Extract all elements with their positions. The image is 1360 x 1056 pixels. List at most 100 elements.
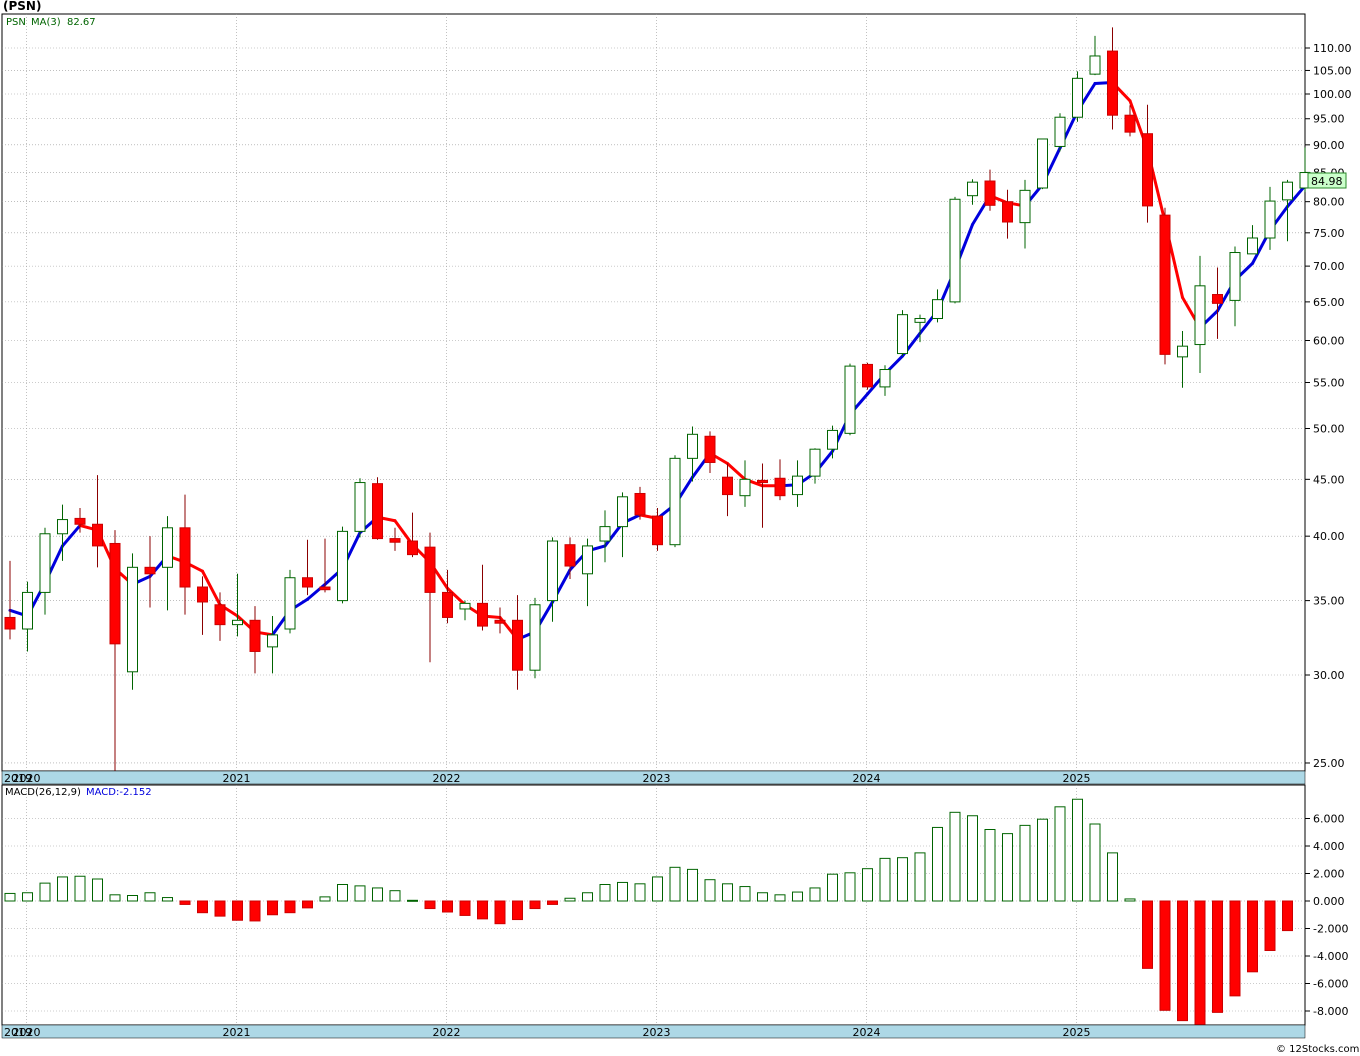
year-label: 2019 — [4, 1026, 32, 1039]
candle-body — [1229, 252, 1241, 301]
price-tick-label: 40.00 — [1313, 530, 1345, 543]
last-price-box — [1307, 172, 1347, 189]
year-label: 2023 — [643, 772, 671, 785]
macd-bar — [652, 876, 663, 902]
year-label: 2021 — [223, 772, 251, 785]
macd-bar — [1212, 900, 1223, 1013]
candle-body — [704, 435, 716, 463]
candle-body — [109, 542, 121, 645]
candle-body — [319, 586, 331, 591]
macd-legend-value: MACD:-2.152 — [86, 787, 152, 798]
candle-body — [1264, 200, 1276, 239]
candle-body — [1107, 50, 1118, 116]
candle-body — [792, 475, 803, 496]
macd-bar — [494, 900, 506, 925]
price-tick-label: 55.00 — [1313, 376, 1345, 389]
macd-tick-label: 2.000 — [1313, 868, 1345, 881]
candle-body — [512, 619, 523, 671]
macd-bar — [407, 899, 418, 902]
ma-segment — [1286, 184, 1307, 209]
macd-bar — [792, 891, 803, 902]
macd-bar — [844, 872, 856, 902]
price-tick-label: 90.00 — [1313, 139, 1345, 152]
candle-body — [4, 616, 16, 630]
year-label: 2021 — [223, 1026, 251, 1039]
candle-body — [494, 619, 506, 624]
candle-body — [634, 492, 646, 516]
candle-body — [844, 365, 856, 434]
macd-bar — [564, 897, 576, 902]
price-tick-label: 100.00 — [1313, 88, 1352, 101]
candle-body — [162, 527, 173, 568]
candle-body — [949, 198, 961, 303]
macd-bar — [284, 900, 296, 914]
macd-bar — [442, 900, 453, 913]
macd-bar — [144, 892, 156, 902]
candle-body — [1019, 189, 1031, 224]
macd-bar — [197, 900, 208, 914]
candle-body — [1072, 77, 1083, 118]
candle-body — [354, 482, 366, 532]
candle-body — [1159, 214, 1171, 355]
macd-bar — [92, 878, 103, 902]
macd-bar — [4, 892, 16, 902]
candle-body — [564, 544, 576, 567]
macd-bar — [109, 894, 121, 902]
macd-bar — [967, 815, 978, 902]
macd-bar — [862, 868, 873, 902]
macd-bar — [319, 896, 331, 902]
candle-body — [407, 540, 418, 556]
candle-body — [774, 477, 786, 497]
macd-bar — [704, 879, 716, 902]
macd-bar — [179, 900, 191, 905]
macd-bar — [1177, 900, 1188, 1022]
macd-bar — [127, 895, 138, 902]
candle-body — [459, 602, 471, 610]
credit-text: © 12Stocks.com — [1276, 1044, 1359, 1055]
candle-body — [1177, 345, 1188, 358]
macd-bar — [512, 900, 523, 921]
candle-body — [862, 363, 873, 388]
candle-body — [652, 515, 663, 546]
macd-bar — [984, 829, 996, 902]
candle-body — [1282, 181, 1293, 201]
candle-body — [809, 448, 821, 477]
candle-body — [687, 433, 698, 459]
candle-body — [547, 540, 558, 602]
candle-body — [984, 180, 996, 206]
candle-body — [92, 523, 103, 547]
macd-histogram — [4, 798, 1293, 1026]
macd-year-axis-band — [1, 1024, 1306, 1039]
legend-symbol: PSN — [6, 17, 26, 28]
macd-bar — [739, 886, 751, 902]
macd-tick-label: 4.000 — [1313, 840, 1345, 853]
macd-bar — [1264, 900, 1276, 951]
macd-tick-label: 6.000 — [1313, 813, 1345, 826]
macd-tick-label: -4.000 — [1313, 950, 1348, 963]
year-label: 2020 — [13, 1026, 41, 1039]
macd-bar — [897, 857, 908, 902]
candle-body — [249, 619, 261, 652]
macd-bar — [1002, 833, 1013, 902]
candle-body — [57, 519, 68, 535]
macd-bar — [459, 900, 471, 916]
chart-title: (PSN) — [3, 0, 41, 13]
macd-bar — [1229, 900, 1241, 997]
candlesticks — [4, 27, 1311, 783]
macd-bar — [389, 890, 401, 902]
price-tick-label: 30.00 — [1313, 669, 1345, 682]
candle-body — [897, 314, 908, 355]
ma-segment — [446, 586, 467, 607]
macd-bar — [162, 897, 173, 902]
year-label: 2023 — [643, 1026, 671, 1039]
year-label: 2022 — [433, 772, 461, 785]
year-label: 2024 — [853, 772, 881, 785]
macd-bar — [617, 881, 628, 902]
candle-body — [1054, 116, 1066, 147]
candle-body — [39, 533, 51, 593]
macd-bar — [22, 892, 33, 902]
macd-tick-label: -2.000 — [1313, 923, 1348, 936]
